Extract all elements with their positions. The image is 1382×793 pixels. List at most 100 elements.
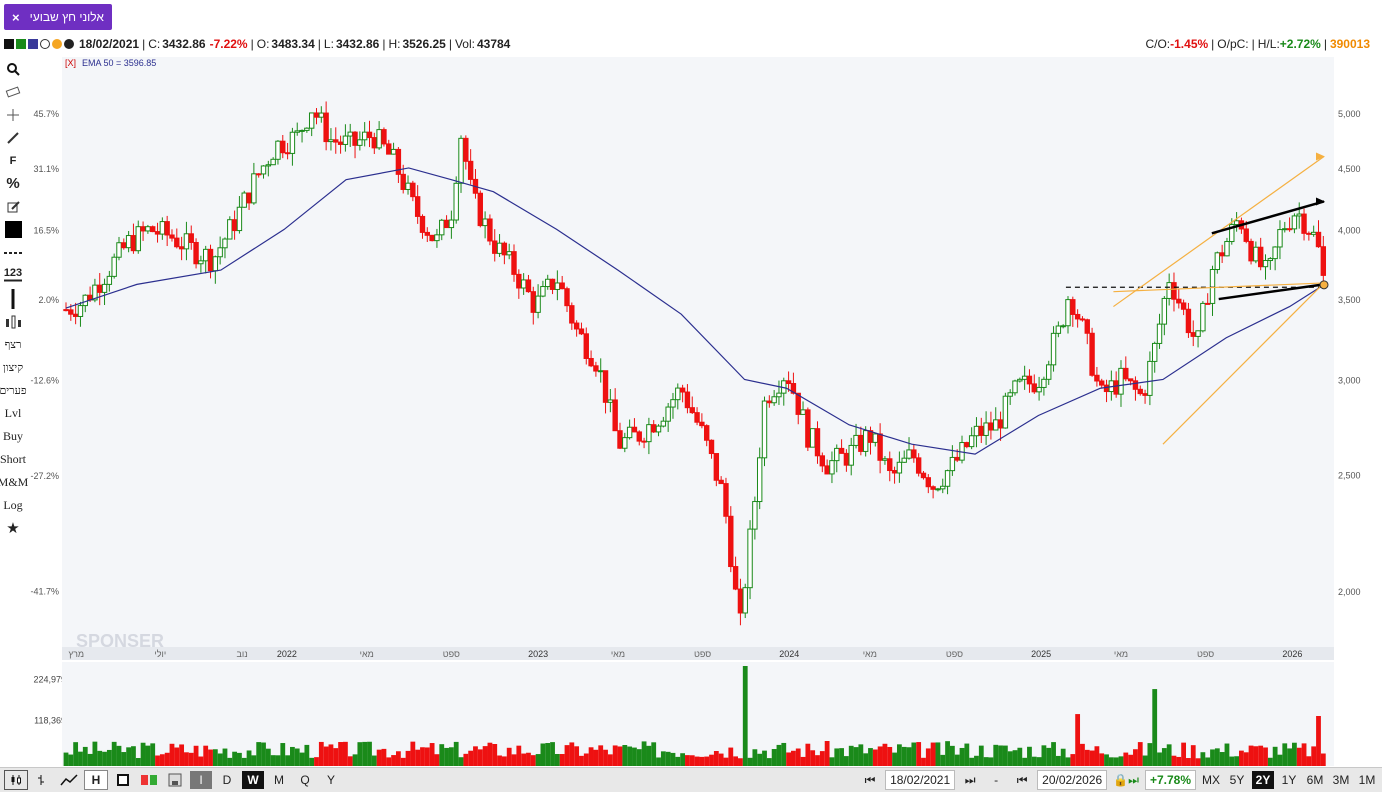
candle-body xyxy=(993,419,999,431)
tool-mm[interactable]: M&M xyxy=(0,475,29,489)
color-swatch[interactable] xyxy=(0,218,26,241)
tool-log[interactable]: Log xyxy=(3,498,23,512)
candle-body xyxy=(983,422,989,436)
period-Y[interactable]: Y xyxy=(326,773,335,787)
candle-body xyxy=(275,140,281,160)
star-icon[interactable]: ★ xyxy=(6,521,20,537)
eraser-icon[interactable] xyxy=(0,80,26,103)
crosshair-icon[interactable] xyxy=(0,103,26,126)
close-tab-icon[interactable]: × xyxy=(12,9,20,25)
volume-bar xyxy=(275,755,281,766)
tool-numbers[interactable]: 123 xyxy=(0,264,26,287)
tool-gaps[interactable]: פערים xyxy=(0,384,27,397)
next-start-icon[interactable]: ⏭ xyxy=(964,772,976,787)
candle-body xyxy=(1185,308,1192,334)
volume-bar xyxy=(1200,752,1206,766)
tool-sequence[interactable]: רצף xyxy=(4,338,22,351)
candle-body xyxy=(1079,318,1086,321)
save-icon[interactable] xyxy=(164,771,186,789)
volume-bar xyxy=(1190,745,1196,766)
start-date[interactable]: 18/02/2021 xyxy=(885,770,956,790)
period-Q[interactable]: Q xyxy=(300,773,310,787)
dash-style-icon[interactable] xyxy=(0,241,26,264)
candle-body xyxy=(125,235,132,249)
period-M[interactable]: M xyxy=(274,773,284,787)
period-W[interactable]: W xyxy=(242,771,264,789)
candle-body xyxy=(1306,232,1312,235)
volume-bar xyxy=(420,747,425,766)
ohlc-type-icon[interactable] xyxy=(32,771,54,789)
edit-icon[interactable] xyxy=(0,195,26,218)
period-D[interactable]: D xyxy=(222,773,232,787)
range-5Y[interactable]: 5Y xyxy=(1229,773,1245,787)
volume-bar xyxy=(1012,750,1018,766)
lock-icon[interactable]: 🔒⏭ xyxy=(1113,772,1139,787)
price-tick-label: 2,000 xyxy=(1338,587,1361,597)
line-type-icon[interactable] xyxy=(58,771,80,789)
candle-body xyxy=(203,248,209,262)
range-1M[interactable]: 1M xyxy=(1358,773,1376,787)
candle-body xyxy=(414,196,421,217)
chart-tab[interactable]: × אלוני חץ שבועי xyxy=(4,4,112,30)
volume-bar xyxy=(896,744,902,766)
volume-bar xyxy=(704,756,710,766)
volume-bar xyxy=(728,747,734,766)
candle-body xyxy=(477,192,483,227)
tool-percent[interactable]: % xyxy=(6,175,20,192)
range-3M[interactable]: 3M xyxy=(1332,773,1350,787)
hollow-type-icon[interactable] xyxy=(112,771,134,789)
volume-tick-label: 224,979 xyxy=(33,674,66,684)
candles-type-icon[interactable] xyxy=(4,770,28,790)
range-MX[interactable]: MX xyxy=(1202,773,1220,787)
tool-fib[interactable]: F xyxy=(9,154,17,167)
volume-bar xyxy=(188,752,194,766)
volume-bar xyxy=(333,748,339,766)
candle-body xyxy=(824,465,830,475)
registered-icon[interactable] xyxy=(40,39,50,49)
volume-bar xyxy=(848,745,854,766)
volume-bar xyxy=(164,752,170,766)
candles-icon[interactable] xyxy=(0,310,26,333)
volume-bar xyxy=(1214,748,1220,766)
volume-bar xyxy=(1320,753,1326,766)
period-I[interactable]: I xyxy=(190,771,212,789)
chart-icon[interactable] xyxy=(4,39,14,49)
candle-body xyxy=(631,426,638,433)
first-start-icon[interactable]: ⏮ xyxy=(864,772,876,787)
candle-body xyxy=(988,422,994,431)
hlc-type-icon[interactable]: H xyxy=(84,770,108,790)
comment-icon[interactable] xyxy=(64,39,74,49)
end-date[interactable]: 20/02/2026 xyxy=(1037,770,1108,790)
tool-extreme[interactable]: קיצון xyxy=(2,361,24,374)
volume-bar xyxy=(945,741,950,766)
volume-bar xyxy=(766,758,772,766)
range-6M[interactable]: 6M xyxy=(1306,773,1324,787)
volume-bar xyxy=(535,754,541,766)
first-end-icon[interactable]: ⏮ xyxy=(1016,772,1028,787)
colored-type-icon[interactable] xyxy=(138,771,160,789)
range-2Y[interactable]: 2Y xyxy=(1252,771,1274,789)
volume-bar xyxy=(222,748,228,766)
line-tool-icon[interactable] xyxy=(0,126,26,149)
volume-bar xyxy=(1287,748,1292,766)
indicator-icon[interactable] xyxy=(28,39,38,49)
candle-body xyxy=(665,406,671,422)
tool-lvl[interactable]: Lvl xyxy=(4,406,22,420)
volume-bar xyxy=(391,755,396,766)
range-1Y[interactable]: 1Y xyxy=(1281,773,1297,787)
tool-buy[interactable]: Buy xyxy=(2,429,23,443)
measure-icon[interactable] xyxy=(0,287,26,310)
alert-icon[interactable] xyxy=(52,39,62,49)
price-tick-label: 4,000 xyxy=(1338,225,1361,235)
tool-short[interactable]: Short xyxy=(0,452,27,466)
price-plot[interactable]: [X] EMA 50 = 3596.85 SPONSER xyxy=(62,57,1334,651)
indicator-remove[interactable]: [X] xyxy=(65,58,76,68)
candle-body xyxy=(352,131,358,146)
volume-tick-label: 118,369 xyxy=(34,715,66,725)
volume-bar xyxy=(78,751,83,766)
volume-bar xyxy=(1306,756,1312,766)
volume-bar xyxy=(309,757,315,766)
draw-icon[interactable] xyxy=(16,39,26,49)
volume-bar xyxy=(126,747,132,766)
search-icon[interactable] xyxy=(0,57,26,80)
